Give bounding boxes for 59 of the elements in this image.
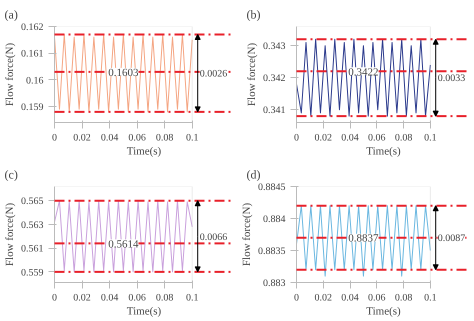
chart-title: (c) — [4, 168, 18, 182]
ref-line-label: 0.8837 — [348, 232, 380, 245]
y-axis-title: Flow force(N) — [246, 42, 258, 106]
x-tick-label: 0 — [52, 132, 57, 144]
y-tick-label: 0.559 — [21, 267, 44, 278]
x-axis-title: Time(s) — [366, 306, 402, 318]
x-tick-label: 0.08 — [394, 132, 412, 144]
x-tick-label: 0 — [52, 292, 57, 304]
y-tick-label: 0.162 — [21, 22, 44, 33]
y-tick-label: 0.565 — [21, 196, 44, 208]
x-tick-label: 0.1 — [186, 132, 198, 144]
y-tick-label: 0.8845 — [258, 182, 286, 193]
chart-title: (b) — [246, 8, 260, 22]
x-tick-label: 0.04 — [341, 292, 359, 304]
x-tick-label: 0.04 — [341, 132, 359, 144]
y-tick-label: 0.161 — [21, 48, 44, 60]
x-tick-label: 0.02 — [73, 132, 91, 144]
x-tick-label: 0.06 — [128, 292, 146, 304]
y-axis-title: Flow force(N) — [4, 202, 16, 266]
text: 0.0026 — [200, 68, 228, 80]
x-axis-title: Time(s) — [126, 146, 162, 158]
x-tick-label: 0.06 — [128, 132, 146, 144]
ref-line-label: 0.3422 — [348, 66, 379, 78]
x-axis-title: Time(s) — [366, 146, 402, 158]
text: 0.0087 — [438, 233, 466, 244]
x-tick-label: 0.02 — [73, 292, 91, 304]
x-tick-label: 0.1 — [424, 292, 437, 304]
y-tick-label: 0.883 — [263, 278, 286, 289]
x-tick-label: 0.08 — [156, 132, 174, 144]
ref-line-label: 0.1603 — [108, 66, 139, 79]
x-tick-label: 0.1 — [424, 132, 437, 144]
y-tick-label: 0.8835 — [258, 246, 286, 257]
y-tick-label: 0.884 — [263, 214, 286, 225]
chart-title: (d) — [246, 168, 260, 182]
x-tick-label: 0.02 — [314, 292, 332, 304]
x-tick-label: 0.08 — [156, 292, 174, 304]
text: 0.0033 — [438, 73, 466, 84]
y-tick-label: 0.341 — [263, 105, 286, 116]
x-tick-label: 0 — [294, 132, 299, 144]
y-tick-label: 0.16 — [26, 75, 44, 86]
x-tick-label: 0.04 — [100, 292, 118, 304]
y-tick-label: 0.342 — [263, 73, 286, 84]
y-tick-label: 0.159 — [21, 102, 44, 113]
y-axis-title: Flow force(N) — [4, 42, 16, 106]
y-axis-title: Flow force(N) — [241, 202, 253, 266]
x-axis-title: Time(s) — [126, 306, 162, 318]
x-tick-label: 0.02 — [314, 132, 332, 144]
x-tick-label: 0.06 — [368, 132, 386, 144]
text: 0.0066 — [200, 232, 228, 243]
y-tick-label: 0.563 — [21, 220, 44, 231]
x-tick-label: 0 — [294, 292, 299, 304]
x-tick-label: 0.04 — [100, 132, 118, 144]
ref-line-label: 0.5614 — [108, 238, 139, 250]
x-tick-label: 0.06 — [368, 292, 386, 304]
x-tick-label: 0.08 — [394, 292, 412, 304]
chart-title: (a) — [4, 8, 18, 22]
x-tick-label: 0.1 — [186, 292, 198, 304]
y-tick-label: 0.561 — [21, 244, 44, 255]
y-tick-label: 0.343 — [263, 41, 286, 52]
